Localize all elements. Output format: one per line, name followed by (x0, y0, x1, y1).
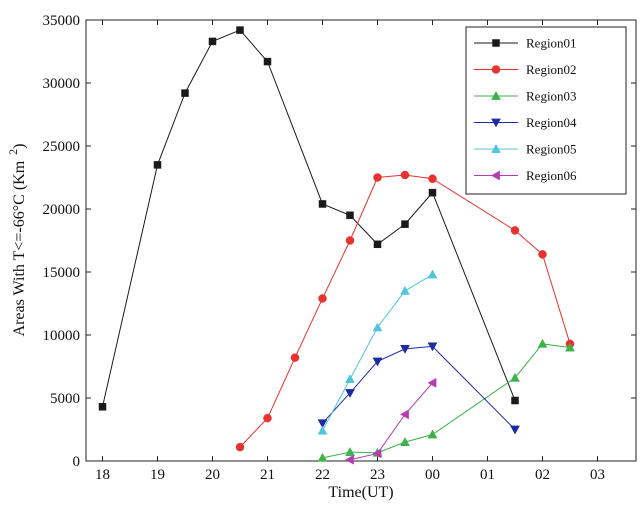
legend: Region01 Region02 Region03 Region04 Region05… (465, 26, 627, 195)
data-point (400, 285, 410, 295)
data-point (372, 357, 383, 367)
y-tick-label: 30000 (43, 76, 81, 92)
series-region05 (317, 269, 438, 435)
y-tick-label: 0 (73, 454, 81, 470)
data-point (510, 372, 520, 382)
data-point (510, 425, 520, 435)
series-line (322, 343, 571, 459)
data-point (263, 413, 272, 423)
data-point (428, 188, 437, 197)
legend-label: Region03 (526, 89, 577, 104)
legend-label: Region01 (526, 36, 577, 51)
x-tick-label: 22 (315, 467, 330, 483)
data-point (263, 57, 272, 66)
data-point (428, 174, 437, 184)
data-point (153, 161, 162, 169)
legend-marker (491, 65, 501, 74)
series-layer (98, 26, 575, 465)
legend-item: Region06 (474, 168, 577, 183)
x-axis-label: Time(UT) (328, 484, 393, 501)
x-tick-label: 02 (535, 467, 550, 483)
legend-item: Region01 (474, 36, 577, 51)
y-tick-label: 20000 (43, 202, 81, 218)
x-tick-label: 01 (480, 467, 495, 483)
data-point (511, 396, 519, 405)
x-tick-label: 03 (590, 467, 605, 483)
axis-ticks: 0 5000 10000 15000 20000 25000 30000 35000 18 19 2… (43, 13, 636, 483)
data-point (427, 269, 438, 279)
legend-item: Region03 (474, 89, 577, 104)
x-tick-label: 00 (425, 467, 440, 483)
data-point (510, 226, 520, 235)
data-point (317, 452, 328, 462)
legend-marker (490, 170, 500, 181)
legend-item: Region05 (474, 142, 577, 157)
series-line (322, 345, 516, 430)
data-point (235, 442, 245, 452)
y-tick-label: 5000 (50, 391, 80, 407)
legend-label: Region02 (526, 62, 577, 77)
data-point (400, 345, 410, 354)
data-point (400, 170, 410, 180)
legend-marker (491, 143, 501, 153)
data-point (373, 240, 382, 249)
legend-item: Region02 (474, 62, 577, 77)
y-tick-label: 25000 (43, 139, 81, 155)
legend-box (465, 26, 627, 195)
y-axis-label-superscript: 2 (6, 149, 20, 155)
data-point (345, 374, 355, 383)
series-region04 (317, 342, 520, 435)
series-region02 (235, 170, 575, 452)
legend-label: Region04 (526, 115, 577, 130)
data-point (344, 454, 354, 465)
data-point (98, 403, 107, 411)
y-tick-label: 10000 (43, 328, 81, 344)
data-point (290, 353, 300, 362)
x-tick-label: 20 (205, 467, 220, 483)
data-point (400, 437, 410, 446)
data-point (318, 200, 327, 208)
data-point (181, 89, 189, 97)
data-point (208, 37, 217, 46)
data-point (565, 342, 575, 352)
series-line (102, 29, 516, 407)
y-axis-label-close: ) (11, 144, 28, 149)
data-point (345, 447, 355, 457)
legend-marker (491, 118, 501, 128)
data-point (537, 338, 548, 348)
legend-marker (492, 39, 500, 47)
data-point (317, 419, 328, 429)
x-tick-label: 18 (95, 467, 110, 483)
legend-label: Region06 (526, 168, 577, 183)
data-point (427, 377, 437, 388)
data-point (538, 250, 547, 259)
x-tick-label: 21 (260, 467, 275, 483)
x-tick-label: 19 (150, 467, 165, 483)
y-axis-label-main: Areas With T<=-66°C (Km (11, 160, 28, 336)
data-point (236, 26, 244, 34)
data-point (399, 409, 409, 420)
data-point (317, 425, 328, 435)
series-line (349, 382, 433, 461)
data-point (345, 389, 355, 398)
data-point (427, 429, 438, 439)
data-point (372, 448, 382, 459)
data-point (345, 236, 355, 245)
series-region01 (98, 26, 519, 411)
data-point (401, 220, 409, 228)
y-tick-label: 15000 (43, 265, 81, 281)
data-point (318, 294, 327, 303)
y-tick-label: 35000 (43, 13, 81, 29)
data-point (427, 342, 438, 352)
data-point (346, 211, 354, 220)
legend-label: Region05 (526, 142, 577, 157)
y-axis-label: Areas With T<=-66°C (Km 2) (6, 144, 28, 337)
data-point (373, 173, 382, 182)
x-tick-label: 23 (370, 467, 385, 483)
data-point (372, 322, 383, 332)
series-region06 (344, 377, 437, 465)
legend-item: Region04 (474, 115, 577, 130)
legend-marker (491, 90, 501, 100)
